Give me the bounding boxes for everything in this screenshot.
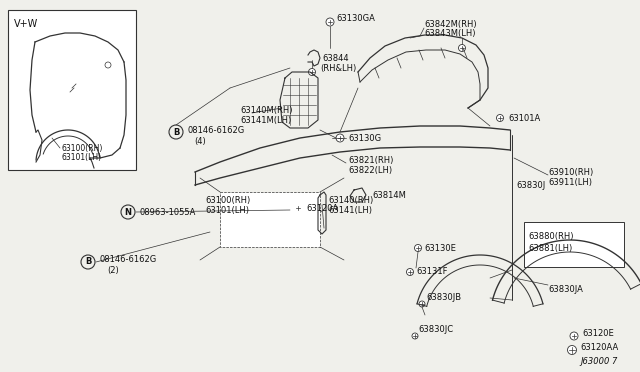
Text: 63880(RH): 63880(RH): [528, 231, 573, 241]
Text: 63910(RH): 63910(RH): [548, 167, 593, 176]
Circle shape: [308, 68, 316, 76]
Bar: [8, 10, 136, 170]
Text: 63101(LH): 63101(LH): [62, 153, 102, 161]
Text: 63821(RH): 63821(RH): [348, 155, 394, 164]
Text: 63822(LH): 63822(LH): [348, 166, 392, 174]
Text: 63101A: 63101A: [508, 113, 540, 122]
Text: 63830JA: 63830JA: [548, 285, 583, 295]
Circle shape: [570, 332, 578, 340]
Text: 63140(RH): 63140(RH): [328, 196, 373, 205]
Text: 08146-6162G: 08146-6162G: [188, 125, 245, 135]
Text: 63100(RH): 63100(RH): [205, 196, 250, 205]
Circle shape: [326, 18, 334, 26]
Text: 63141(LH): 63141(LH): [328, 205, 372, 215]
Text: 63131F: 63131F: [416, 267, 447, 276]
Text: B: B: [85, 257, 91, 266]
Text: 63130GA: 63130GA: [336, 13, 375, 22]
Circle shape: [568, 346, 577, 355]
Circle shape: [336, 134, 344, 142]
Text: N: N: [125, 208, 131, 217]
Circle shape: [121, 205, 135, 219]
Text: (RH&LH): (RH&LH): [320, 64, 356, 73]
Circle shape: [415, 244, 422, 251]
Circle shape: [419, 301, 425, 307]
Text: (4): (4): [194, 137, 205, 145]
Text: 63844: 63844: [322, 54, 349, 62]
Circle shape: [81, 255, 95, 269]
Text: J63000 7: J63000 7: [580, 357, 618, 366]
Text: 63830JC: 63830JC: [418, 326, 453, 334]
Text: V+W: V+W: [14, 19, 38, 29]
Text: 63130E: 63130E: [424, 244, 456, 253]
Text: 63814M: 63814M: [372, 190, 406, 199]
Text: 63911(LH): 63911(LH): [548, 177, 592, 186]
Text: 63830J: 63830J: [516, 180, 545, 189]
Bar: [524, 222, 624, 267]
Text: 08146-6162G: 08146-6162G: [100, 256, 157, 264]
Text: 08963-1055A: 08963-1055A: [140, 208, 196, 217]
Circle shape: [169, 125, 183, 139]
Text: 63141M(LH): 63141M(LH): [240, 115, 291, 125]
Text: 63101(LH): 63101(LH): [205, 205, 249, 215]
Text: 63100(RH): 63100(RH): [62, 144, 104, 153]
Text: 63120E: 63120E: [582, 328, 614, 337]
Text: 63830JB: 63830JB: [426, 294, 461, 302]
Text: 63881(LH): 63881(LH): [528, 244, 572, 253]
Text: 63843M(LH): 63843M(LH): [424, 29, 476, 38]
Text: B: B: [173, 128, 179, 137]
Circle shape: [406, 269, 413, 276]
Circle shape: [458, 45, 465, 51]
Circle shape: [412, 333, 418, 339]
Circle shape: [294, 204, 302, 212]
Text: 63842M(RH): 63842M(RH): [424, 19, 477, 29]
Text: 63120A: 63120A: [306, 203, 339, 212]
Text: 63120AA: 63120AA: [580, 343, 618, 352]
Bar: [220, 192, 320, 247]
Text: (2): (2): [107, 266, 119, 276]
Text: 63140M(RH): 63140M(RH): [240, 106, 292, 115]
Text: 63130G: 63130G: [348, 134, 381, 142]
Circle shape: [497, 115, 504, 122]
